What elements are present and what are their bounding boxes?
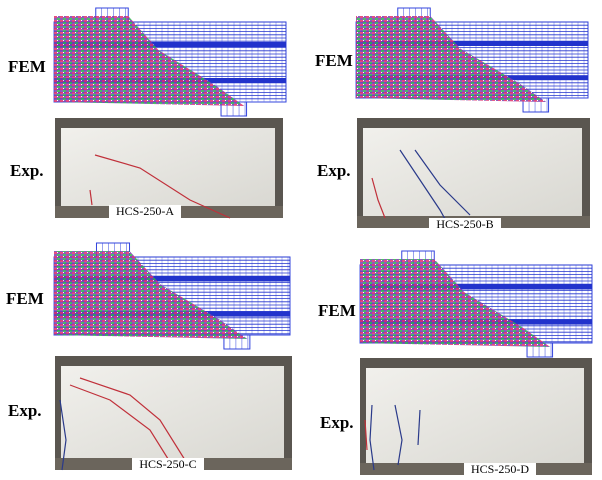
exp-label: Exp. [320, 413, 354, 432]
panel: FEM Exp. HCS-250-A [8, 8, 286, 219]
specimen [61, 128, 275, 206]
exp-label: Exp. [317, 161, 351, 180]
caption: HCS-250-D [471, 462, 529, 476]
fem-label: FEM [315, 51, 353, 70]
caption: HCS-250-B [436, 217, 493, 231]
caption: HCS-250-A [116, 204, 174, 218]
panel: FEM Exp. HCS-250-D [318, 251, 592, 477]
fem-label: FEM [318, 301, 356, 320]
fem-label: FEM [8, 57, 46, 76]
specimen [61, 366, 284, 458]
caption: HCS-250-C [139, 457, 196, 471]
specimen [366, 368, 584, 463]
fem-label: FEM [6, 289, 44, 308]
exp-label: Exp. [8, 401, 42, 420]
specimen [363, 128, 582, 216]
figure: FEM Exp. HCS-250-A FEM Exp. HCS-250-B FEM Exp. H… [0, 0, 602, 480]
panel: FEM Exp. HCS-250-C [6, 243, 292, 472]
panel: FEM Exp. HCS-250-B [315, 8, 590, 232]
exp-label: Exp. [10, 161, 44, 180]
